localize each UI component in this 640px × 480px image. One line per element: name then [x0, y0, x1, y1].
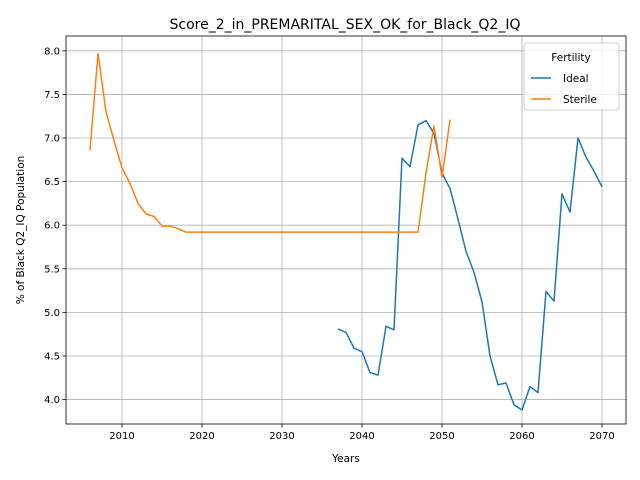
x-tick-label: 2040: [349, 431, 374, 442]
y-tick-label: 6.0: [44, 221, 60, 232]
x-tick-label: 2070: [589, 431, 614, 442]
y-tick-label: 4.5: [44, 351, 60, 362]
y-tick-label: 5.5: [44, 264, 60, 275]
y-tick-label: 7.0: [44, 134, 60, 145]
y-tick-label: 5.0: [44, 308, 60, 319]
x-tick-label: 2030: [269, 431, 294, 442]
x-axis-label: Years: [331, 453, 360, 465]
x-axis-ticks: 2010 2020 2030 2040 2050 2060 2070: [109, 424, 615, 442]
y-tick-label: 7.5: [44, 90, 60, 101]
y-tick-label: 4.0: [44, 395, 60, 406]
series-line-ideal: [337, 119, 603, 411]
x-tick-label: 2010: [109, 431, 134, 442]
legend-label-ideal: Ideal: [563, 73, 589, 85]
chart-title: Score_2_in_PREMARITAL_SEX_OK_for_Black_Q…: [170, 17, 521, 33]
x-tick-label: 2050: [429, 431, 454, 442]
y-tick-label: 8.0: [44, 46, 60, 57]
x-tick-label: 2060: [509, 431, 534, 442]
plot-frame: [65, 35, 627, 425]
series-line-sterile: [89, 52, 451, 233]
x-tick-label: 2020: [189, 431, 214, 442]
y-axis-ticks: 4.0 4.5 5.0 5.5 6.0 6.5 7.0 7.5 8.0: [44, 46, 66, 406]
legend-box: [523, 42, 620, 111]
legend-label-sterile: Sterile: [563, 94, 597, 106]
legend: Fertility Ideal Sterile: [523, 42, 620, 111]
grid: [66, 36, 626, 424]
y-axis-label: % of Black Q2_IQ Population: [15, 156, 27, 305]
y-tick-label: 6.5: [44, 177, 60, 188]
legend-title: Fertility: [551, 52, 590, 64]
series-lines: [89, 52, 603, 411]
